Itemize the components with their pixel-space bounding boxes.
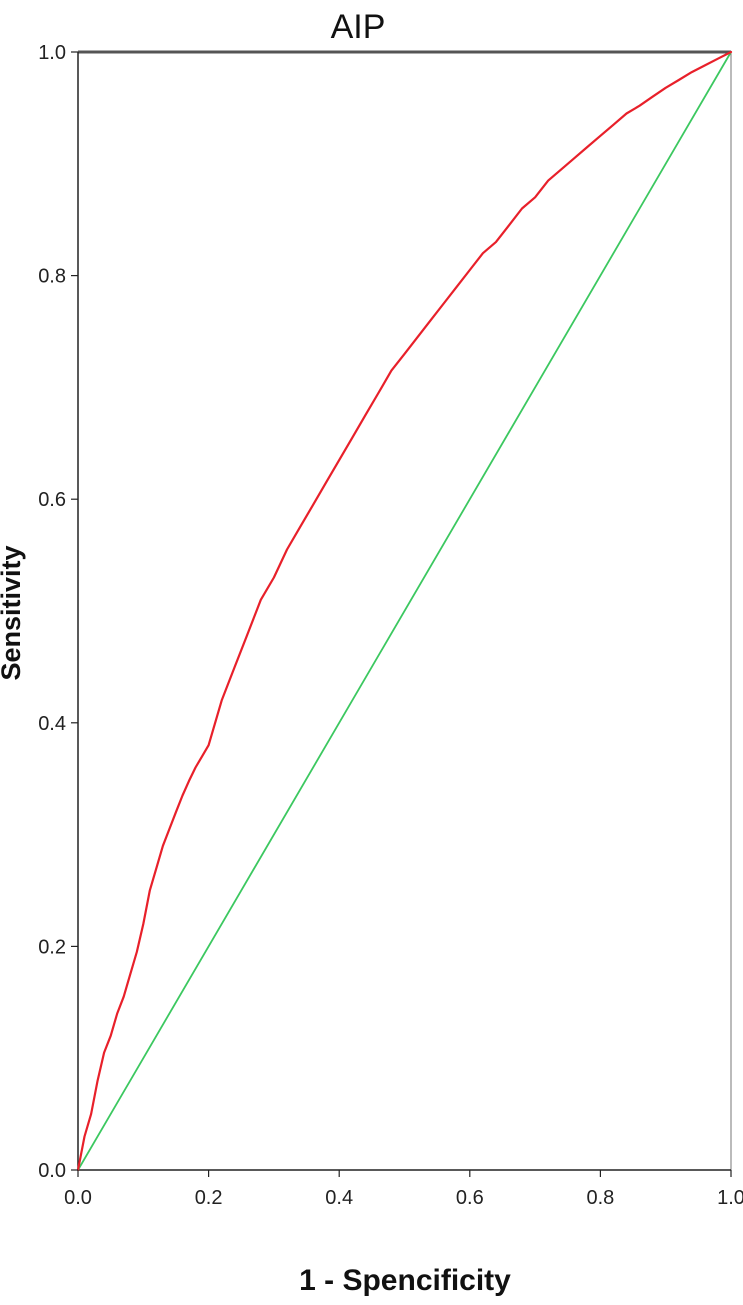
x-tick-label: 1.0 (717, 1187, 743, 1209)
y-tick-label: 0.4 (38, 713, 66, 735)
roc-curve-line (76, 50, 733, 1172)
chart-title: AIP (331, 8, 386, 46)
y-tick-label: 0.6 (38, 489, 66, 511)
x-tick-label: 0.8 (586, 1187, 614, 1209)
x-axis-label: 1 - Spencificity (299, 1264, 511, 1297)
y-tick-label: 1.0 (38, 42, 66, 64)
x-tick-label: 0.2 (195, 1187, 223, 1209)
y-tick-label: 0.2 (38, 936, 66, 958)
y-tick-label: 0.0 (38, 1160, 66, 1182)
y-axis-ticks: 0.0 0.2 0.4 0.6 0.8 1.0 (38, 42, 78, 1182)
plot-area (76, 50, 733, 1172)
x-tick-label: 0.0 (64, 1187, 92, 1209)
reference-diagonal-line (77, 51, 732, 1171)
x-tick-label: 0.4 (325, 1187, 353, 1209)
y-tick-label: 0.8 (38, 266, 66, 288)
x-axis-ticks: 0.0 0.2 0.4 0.6 0.8 1.0 (64, 1170, 743, 1209)
x-tick-label: 0.6 (456, 1187, 484, 1209)
y-axis-label: Sensitivity (0, 545, 26, 680)
